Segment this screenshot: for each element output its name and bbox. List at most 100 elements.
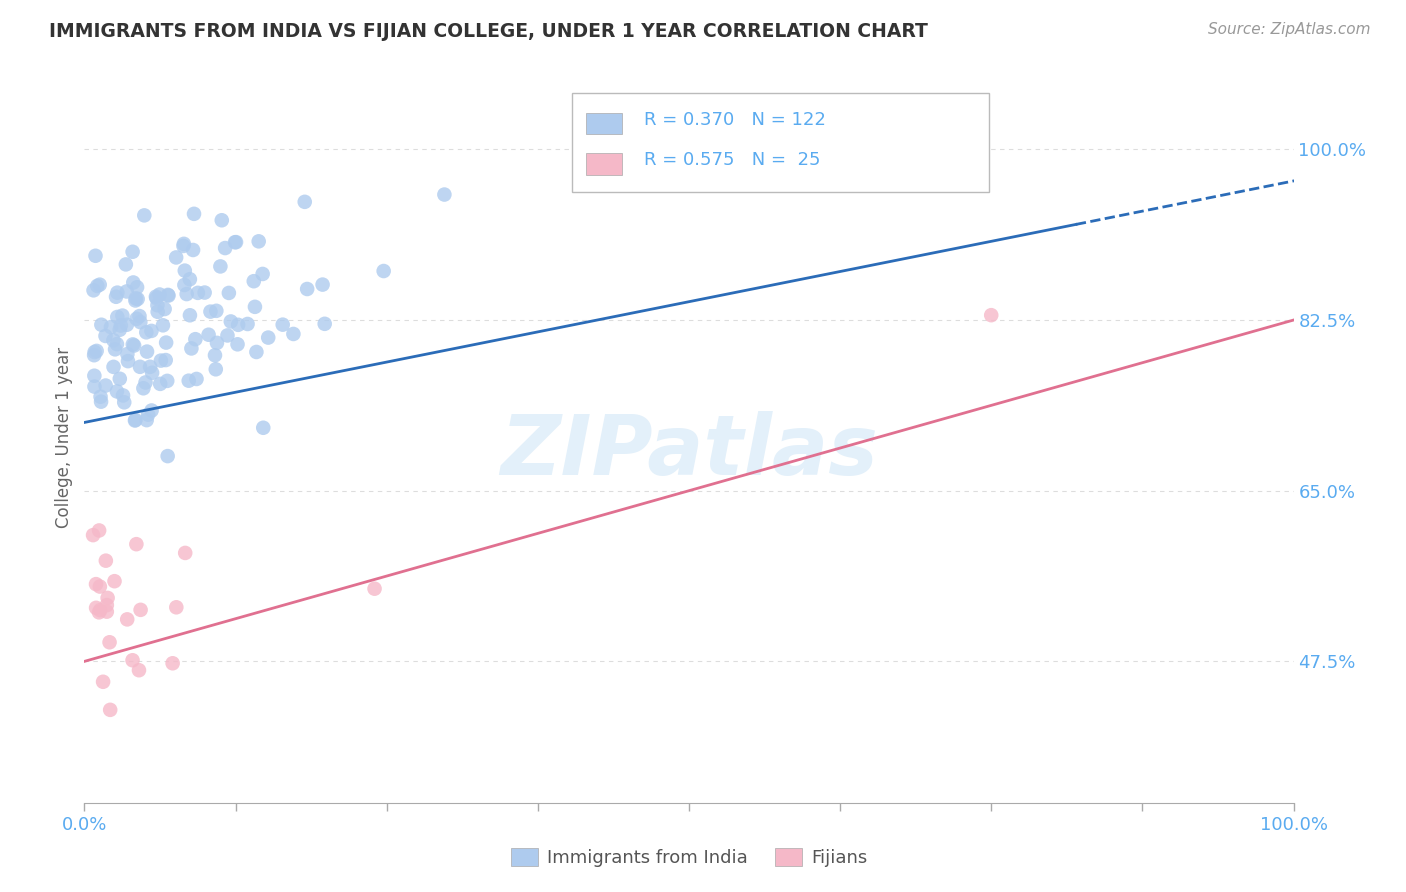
Text: IMMIGRANTS FROM INDIA VS FIJIAN COLLEGE, UNDER 1 YEAR CORRELATION CHART: IMMIGRANTS FROM INDIA VS FIJIAN COLLEGE,… bbox=[49, 22, 928, 41]
Point bbox=[87, 605, 110, 619]
Point bbox=[124, 293, 146, 308]
Point bbox=[89, 580, 111, 594]
Point bbox=[125, 537, 148, 551]
Point bbox=[214, 241, 236, 255]
Point bbox=[181, 243, 204, 257]
Point bbox=[128, 663, 150, 677]
Point bbox=[105, 290, 128, 304]
Y-axis label: College, Under 1 year: College, Under 1 year bbox=[55, 346, 73, 528]
Point bbox=[205, 335, 228, 350]
Point bbox=[115, 318, 138, 332]
Point bbox=[311, 277, 333, 292]
Point bbox=[117, 354, 139, 368]
Point bbox=[90, 394, 112, 409]
Text: R = 0.575   N =  25: R = 0.575 N = 25 bbox=[644, 151, 821, 169]
Point bbox=[115, 285, 138, 299]
Point bbox=[152, 318, 174, 333]
Point bbox=[96, 598, 118, 612]
Point bbox=[89, 277, 111, 292]
Point bbox=[226, 337, 249, 351]
Point bbox=[125, 292, 148, 306]
Point bbox=[155, 353, 177, 368]
Point bbox=[134, 376, 156, 390]
Text: Source: ZipAtlas.com: Source: ZipAtlas.com bbox=[1208, 22, 1371, 37]
Point bbox=[165, 251, 187, 265]
Point bbox=[252, 267, 274, 281]
Point bbox=[165, 600, 187, 615]
Point bbox=[173, 236, 195, 251]
Point bbox=[83, 345, 105, 359]
Point bbox=[83, 368, 105, 383]
Point bbox=[294, 194, 316, 209]
Point bbox=[139, 359, 162, 374]
Point bbox=[186, 372, 208, 386]
Point bbox=[243, 300, 266, 314]
Point bbox=[122, 276, 145, 290]
Point bbox=[86, 279, 108, 293]
Point bbox=[156, 374, 179, 388]
Point bbox=[129, 359, 152, 374]
Point bbox=[980, 308, 1002, 322]
Point bbox=[98, 635, 121, 649]
Point bbox=[187, 285, 209, 300]
FancyBboxPatch shape bbox=[572, 94, 988, 192]
Point bbox=[115, 257, 138, 271]
Point bbox=[148, 287, 170, 301]
FancyBboxPatch shape bbox=[586, 153, 623, 175]
Point bbox=[100, 320, 122, 334]
Point bbox=[115, 612, 138, 626]
Point bbox=[433, 187, 456, 202]
Point bbox=[200, 304, 222, 318]
Point bbox=[205, 303, 228, 318]
Point bbox=[149, 353, 172, 368]
Point bbox=[111, 309, 134, 323]
Point bbox=[153, 301, 176, 316]
Point bbox=[110, 318, 132, 333]
Point bbox=[172, 239, 194, 253]
Point bbox=[117, 347, 139, 361]
Point bbox=[103, 333, 125, 347]
Point bbox=[124, 413, 146, 427]
Point bbox=[225, 235, 247, 249]
Point bbox=[129, 315, 152, 329]
Point bbox=[94, 378, 117, 392]
Point bbox=[295, 282, 318, 296]
Point bbox=[236, 317, 259, 331]
Point bbox=[122, 338, 145, 352]
Point bbox=[204, 348, 226, 362]
Point bbox=[86, 343, 108, 358]
Point bbox=[242, 274, 264, 288]
Point bbox=[105, 310, 128, 324]
FancyBboxPatch shape bbox=[586, 112, 623, 135]
Point bbox=[105, 285, 128, 300]
Point bbox=[103, 359, 125, 374]
Point bbox=[217, 328, 239, 343]
Point bbox=[105, 384, 128, 399]
Point bbox=[173, 277, 195, 292]
Point bbox=[103, 574, 125, 589]
Point bbox=[94, 554, 117, 568]
Point bbox=[176, 287, 198, 301]
Point bbox=[146, 298, 169, 312]
Point bbox=[204, 362, 226, 376]
Point bbox=[83, 283, 105, 297]
Point bbox=[224, 235, 246, 250]
Point bbox=[177, 374, 200, 388]
Point bbox=[194, 285, 217, 300]
Point bbox=[83, 379, 105, 393]
Point bbox=[108, 372, 131, 386]
Point bbox=[211, 213, 233, 227]
Point bbox=[121, 244, 143, 259]
Point bbox=[128, 309, 150, 323]
Point bbox=[135, 326, 157, 340]
Point bbox=[83, 348, 105, 362]
Point bbox=[218, 285, 240, 300]
Point bbox=[124, 413, 146, 427]
Point bbox=[252, 421, 274, 435]
Point bbox=[136, 344, 159, 359]
Point bbox=[84, 600, 107, 615]
Point bbox=[257, 330, 280, 344]
Point bbox=[98, 703, 121, 717]
Point bbox=[97, 591, 120, 605]
Text: R = 0.370   N = 122: R = 0.370 N = 122 bbox=[644, 111, 827, 128]
